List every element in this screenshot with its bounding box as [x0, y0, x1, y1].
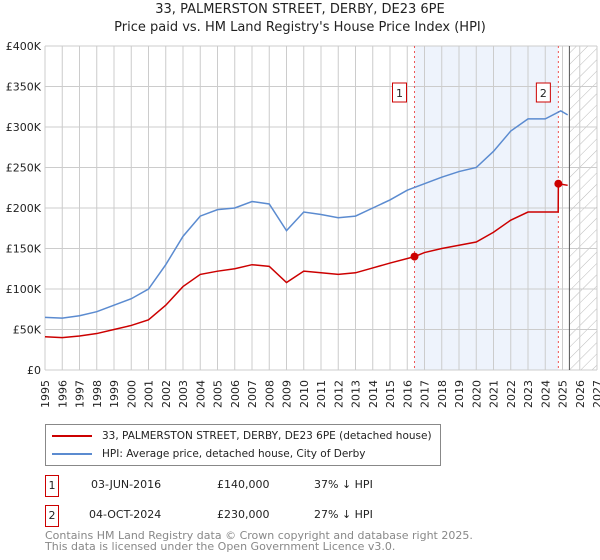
sale-marker: 2 [45, 505, 59, 527]
y-tick-label: £350K [6, 81, 42, 94]
y-tick-label: £250K [6, 162, 42, 175]
x-tick-label: 1998 [91, 380, 104, 408]
x-tick-label: 1999 [108, 380, 121, 408]
y-tick-label: £200K [6, 202, 42, 215]
x-tick-label: 2012 [332, 380, 345, 408]
x-tick-label: 2025 [557, 380, 570, 408]
x-tick-label: 2026 [574, 380, 587, 408]
x-tick-label: 2023 [522, 380, 535, 408]
sale-hpi-diff: 27% ↓ HPI [314, 508, 373, 521]
price-line-swatch [52, 435, 92, 437]
x-tick-label: 2022 [505, 380, 518, 408]
sale-price: £230,000 [217, 508, 270, 521]
sale-price: £140,000 [217, 478, 270, 491]
y-tick-label: £300K [6, 121, 42, 134]
y-tick-label: £0 [27, 364, 41, 377]
y-tick-label: £150K [6, 243, 42, 256]
chart-subtitle: Price paid vs. HM Land Registry's House … [114, 20, 486, 35]
chart: 1995 1996 1997 1998 1999 2000 2001 2002 2003 2004… [6, 40, 600, 408]
x-tick-label: 2007 [246, 380, 259, 408]
sale-point [554, 179, 563, 188]
x-tick-label: 2015 [384, 380, 397, 408]
x-tick-label: 2009 [281, 380, 294, 408]
sale-row: 1 03-JUN-2016 £140,000 37% ↓ HPI [45, 475, 445, 497]
x-tick-label: 2021 [488, 380, 501, 408]
legend-hpi: HPI: Average price, detached house, City… [102, 448, 366, 460]
legend: 33, PALMERSTON STREET, DERBY, DE23 6PE (… [45, 424, 441, 466]
sale-row: 2 04-OCT-2024 £230,000 27% ↓ HPI [45, 505, 445, 527]
x-tick-label: 2013 [350, 380, 363, 408]
sale-label-box [391, 82, 407, 103]
sale-marker: 1 [45, 475, 59, 497]
x-tick-label: 2020 [470, 380, 483, 408]
chart-title: 33, PALMERSTON STREET, DERBY, DE23 6PE [155, 2, 445, 17]
sale-hpi-diff: 37% ↓ HPI [314, 478, 373, 491]
x-tick-label: 2004 [194, 380, 207, 408]
x-tick-label: 1997 [74, 380, 87, 408]
copyright-text: Contains HM Land Registry data © Crown c… [45, 529, 473, 542]
x-tick-label: 2018 [436, 380, 449, 408]
sale-date: 04-OCT-2024 [89, 508, 162, 521]
x-tick-label: 2002 [160, 380, 173, 408]
x-tick-label: 2016 [401, 380, 414, 408]
x-tick-label: 2019 [453, 380, 466, 408]
y-tick-label: £100K [6, 283, 42, 296]
y-tick-label: £50K [13, 324, 42, 337]
hpi-line-swatch [52, 453, 92, 455]
x-tick-label: 2014 [367, 380, 380, 408]
footer: Contains HM Land Registry data © Crown c… [45, 530, 473, 552]
x-tick-label: 2017 [419, 380, 432, 408]
x-tick-label: 2005 [212, 380, 225, 408]
price-line [44, 182, 568, 339]
x-tick-label: 1995 [39, 380, 52, 408]
sale-label: 1 [396, 87, 403, 100]
x-tick-label: 2024 [539, 380, 552, 408]
x-tick-label: 2027 [591, 380, 600, 408]
licence-text: This data is licensed under the Open Gov… [45, 540, 396, 553]
x-tick-label: 2008 [263, 380, 276, 408]
sale-label-box [535, 82, 551, 103]
hpi-line [44, 109, 569, 319]
x-tick-label: 1996 [56, 380, 69, 408]
x-tick-label: 2011 [315, 380, 328, 408]
x-tick-label: 2010 [298, 380, 311, 408]
x-tick-label: 2003 [177, 380, 190, 408]
x-tick-label: 2001 [143, 380, 156, 408]
legend-price: 33, PALMERSTON STREET, DERBY, DE23 6PE (… [102, 430, 432, 442]
sale-date: 03-JUN-2016 [91, 478, 162, 491]
sale-point [410, 252, 419, 261]
x-tick-label: 2000 [125, 380, 138, 408]
x-tick-label: 2006 [229, 380, 242, 408]
sale-label: 2 [540, 87, 547, 100]
y-tick-label: £400K [6, 40, 42, 53]
